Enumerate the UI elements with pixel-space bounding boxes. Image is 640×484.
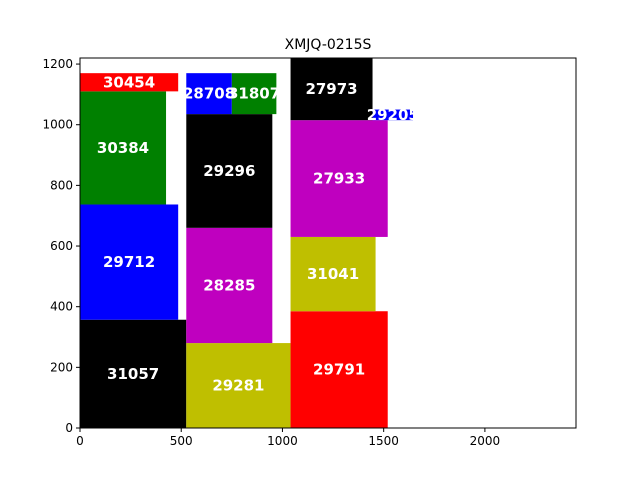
y-tick-label: 400 — [50, 300, 73, 314]
x-tick-label: 500 — [170, 434, 193, 448]
y-tick-label: 600 — [50, 239, 73, 253]
plot-frame — [79, 57, 577, 429]
labels-layer: 31057 29712 30384 30454 29281 28285 29296 28708… — [97, 73, 419, 394]
treemap-label: 31807 — [228, 85, 280, 103]
treemap-rect — [80, 91, 167, 205]
y-tick-label: 0 — [65, 421, 73, 435]
treemap-rect — [290, 236, 376, 312]
treemap-rect — [186, 227, 273, 344]
y-tick-label: 1000 — [42, 118, 73, 132]
treemap-label: 31057 — [107, 365, 159, 383]
y-tick-label: 800 — [50, 178, 73, 192]
y-tick-label: 200 — [50, 360, 73, 374]
y-tick-label: 1200 — [42, 57, 73, 71]
rects-layer — [80, 58, 414, 428]
treemap-label: 29205 — [367, 106, 419, 124]
treemap-label: 27933 — [313, 170, 365, 188]
treemap-rect — [80, 319, 187, 428]
x-tick-label: 1000 — [267, 434, 298, 448]
treemap-rect — [186, 114, 273, 228]
treemap-rect — [80, 204, 179, 320]
treemap-label: 28708 — [183, 85, 235, 103]
treemap-rect — [290, 58, 373, 121]
x-tick-label: 2000 — [470, 434, 501, 448]
x-tick-label: 1500 — [368, 434, 399, 448]
y-axis: 0 200 400 600 800 1000 1200 — [42, 57, 80, 435]
treemap-rect — [186, 73, 232, 115]
treemap-rect — [290, 120, 388, 237]
treemap-rect — [186, 343, 291, 428]
treemap-label: 29712 — [103, 253, 155, 271]
treemap-rect — [80, 73, 179, 92]
treemap-label: 29296 — [203, 162, 255, 180]
treemap-label: 30454 — [103, 73, 155, 91]
treemap-label: 29281 — [212, 377, 264, 395]
treemap-label: 27973 — [305, 80, 357, 98]
treemap-rect — [372, 109, 414, 121]
treemap-label: 28285 — [203, 276, 255, 294]
treemap-label: 29791 — [313, 361, 365, 379]
treemap-rect — [231, 73, 277, 115]
treemap-label: 30384 — [97, 139, 149, 157]
chart-title: XMJQ-0215S — [285, 37, 372, 53]
treemap-rect — [290, 311, 388, 428]
treemap-label: 31041 — [307, 265, 359, 283]
x-tick-label: 0 — [76, 434, 84, 448]
x-axis: 0 500 1000 1500 2000 — [76, 428, 500, 448]
